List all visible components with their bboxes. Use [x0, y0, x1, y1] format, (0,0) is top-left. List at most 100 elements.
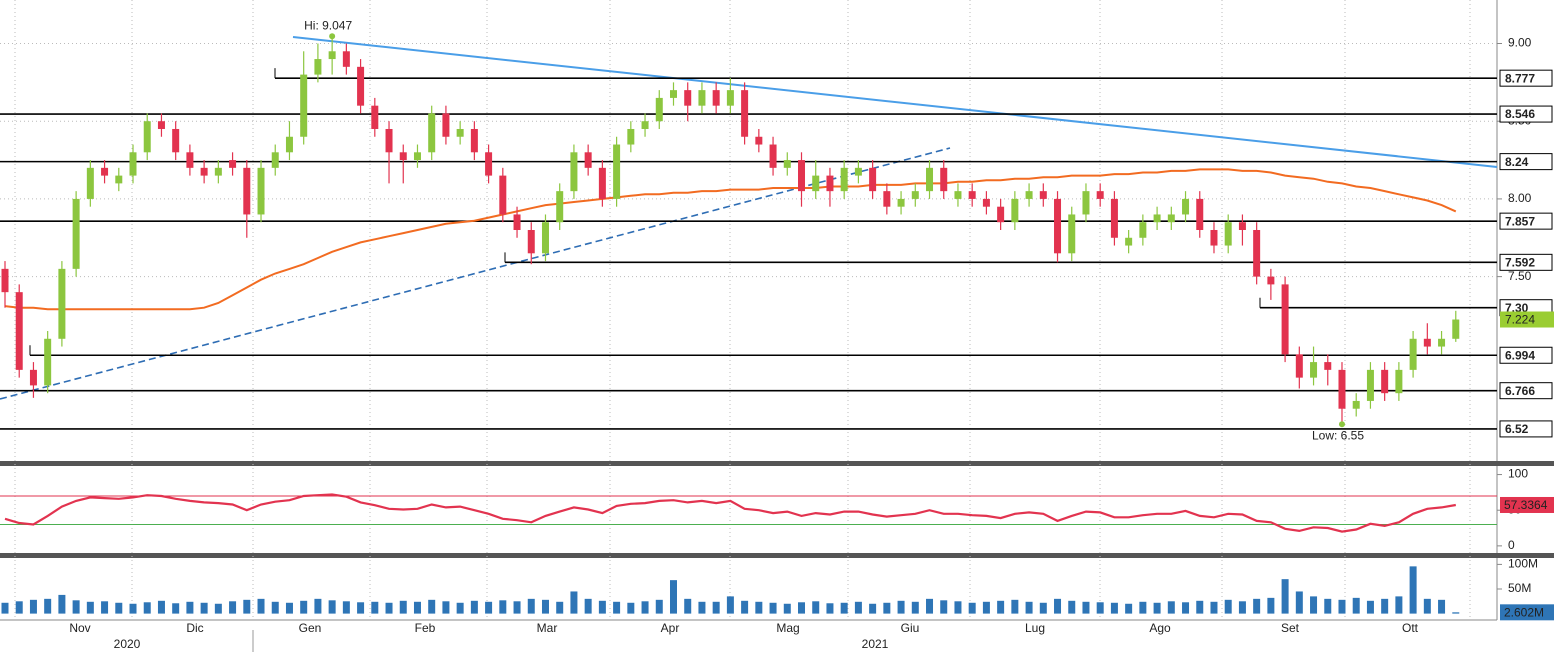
candle-body — [584, 152, 592, 168]
volume-bar — [1352, 597, 1360, 614]
volume-bar — [1182, 602, 1190, 614]
volume-bar — [1139, 601, 1147, 614]
candle-body — [371, 105, 379, 129]
candle-body — [1324, 362, 1332, 370]
level-box — [1499, 69, 1553, 87]
volume-bar — [926, 598, 934, 614]
level-label: 6.766 — [1505, 384, 1535, 398]
candle-body — [243, 167, 251, 215]
candle-body — [1310, 362, 1318, 378]
candle-body — [940, 167, 948, 192]
volume-bar — [1068, 600, 1076, 614]
volume-bar — [968, 602, 976, 614]
candle-body — [499, 175, 507, 215]
level-label: 6.994 — [1505, 348, 1535, 362]
level-label: 8.777 — [1505, 71, 1535, 85]
rsi-last-box — [1500, 496, 1554, 513]
candle-body — [214, 167, 222, 176]
volume-bar — [627, 602, 635, 614]
candle-body — [1054, 198, 1062, 254]
volume-bar — [371, 601, 379, 614]
last-price-box — [1500, 311, 1554, 328]
candle-body — [101, 167, 109, 176]
volume-bar — [456, 602, 464, 614]
volume-bar — [342, 601, 350, 614]
last-price-label: 7.224 — [1505, 313, 1535, 327]
candle-body — [1182, 198, 1190, 215]
candle-body — [1395, 369, 1403, 394]
candle-body — [1224, 222, 1232, 246]
panel-separator — [0, 553, 1554, 558]
candle-body — [798, 160, 806, 192]
candle-body — [15, 292, 23, 370]
level-label: 8.546 — [1505, 107, 1535, 121]
candle-body — [1352, 400, 1360, 409]
candle-body — [456, 128, 464, 137]
volume-bar — [755, 601, 763, 614]
hi-label: Hi: 9.047 — [304, 18, 352, 32]
candle-body — [513, 214, 521, 230]
candle-body — [1196, 198, 1204, 230]
volume-bar — [1438, 599, 1446, 614]
volume-bar — [541, 599, 549, 614]
volume-bar — [1281, 579, 1289, 614]
volume-bar — [911, 601, 919, 614]
candle-body — [1281, 284, 1289, 355]
candle-body — [442, 113, 450, 137]
volume-bar — [399, 600, 407, 614]
moving-average — [4, 168, 1457, 311]
month-label: Set — [1281, 621, 1300, 635]
volume-bar — [1295, 591, 1303, 614]
level-box — [1499, 420, 1553, 438]
volume-bar — [413, 601, 421, 614]
candle-body — [854, 167, 862, 176]
candle-body — [1139, 222, 1147, 238]
volume-bar — [726, 596, 734, 614]
volume-bar — [1196, 600, 1204, 614]
level-box — [1499, 382, 1553, 400]
candle-body — [300, 74, 308, 137]
level-box — [1499, 253, 1553, 271]
candle-body — [627, 128, 635, 145]
candle-body — [1338, 369, 1346, 409]
candle-body — [1210, 230, 1218, 246]
candle-body — [44, 338, 52, 386]
volume-bar — [712, 601, 720, 614]
candle-body — [1082, 191, 1090, 215]
volume-last-label: 2.602M — [1504, 605, 1544, 619]
month-label: Dic — [186, 621, 203, 635]
volume-bar — [172, 603, 180, 614]
volume-bar — [613, 601, 621, 614]
volume-bar — [271, 601, 279, 614]
rsi-line — [4, 493, 1456, 533]
volume-bar — [698, 601, 706, 614]
candle-body — [997, 206, 1005, 223]
candle-body — [1238, 222, 1246, 230]
candle-body — [1039, 191, 1047, 199]
volume-bar — [1366, 600, 1374, 614]
candle-body — [1253, 230, 1261, 277]
candle-body — [58, 268, 66, 339]
candle-body — [342, 51, 350, 67]
volume-bar — [1253, 598, 1261, 614]
volume-bar — [982, 601, 990, 614]
volume-bar — [556, 601, 564, 614]
candle-body — [840, 167, 848, 192]
candle-body — [1381, 369, 1389, 394]
candle-body — [1068, 214, 1076, 254]
y-tick-label: 7.50 — [1508, 269, 1532, 283]
candle-body — [826, 175, 834, 192]
volume-bar — [1238, 601, 1246, 614]
volume-bar — [86, 601, 94, 614]
candle-body — [314, 59, 322, 75]
year-label: 2021 — [862, 637, 889, 651]
volume-bar — [1395, 596, 1403, 614]
candle-body — [29, 369, 37, 386]
level-label: 7.592 — [1505, 255, 1535, 269]
candle-body — [1167, 214, 1175, 223]
volume-bar — [143, 602, 151, 614]
volume-bar — [869, 603, 877, 614]
volume-bar — [257, 598, 265, 614]
